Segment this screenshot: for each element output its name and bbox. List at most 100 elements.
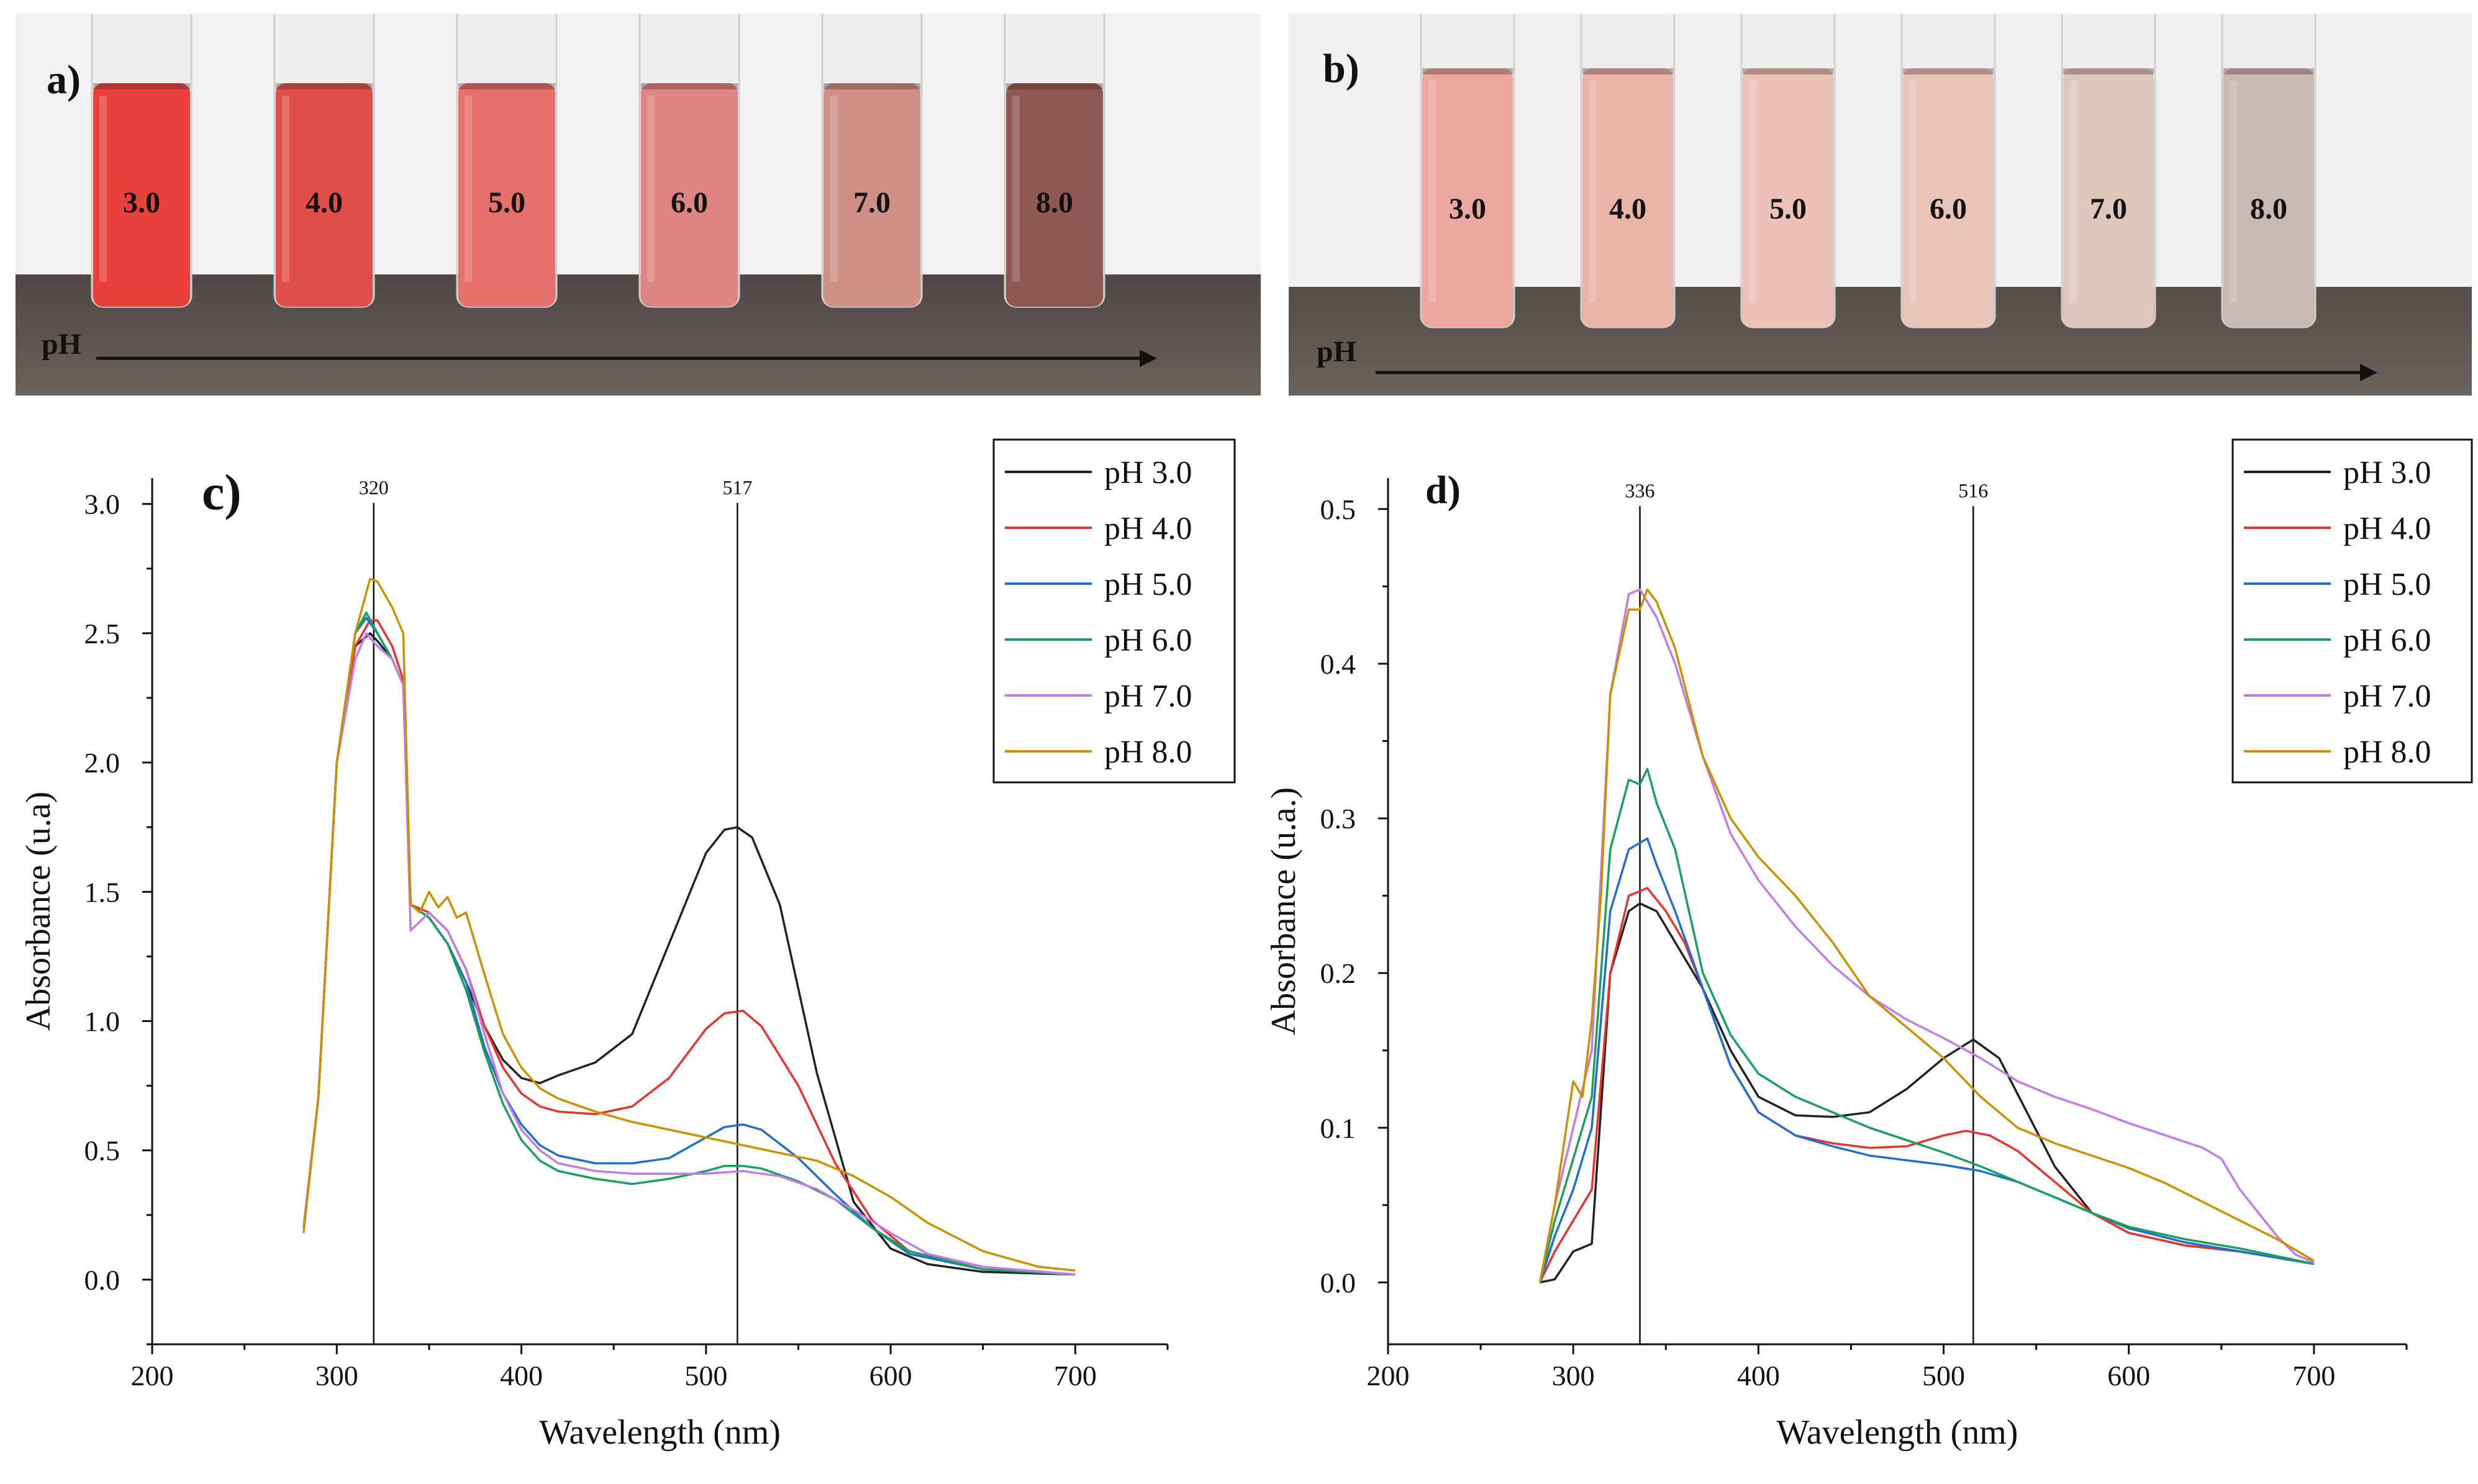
x-axis-label: Wavelength (nm): [539, 1413, 781, 1452]
ph-axis-label: pH: [42, 328, 81, 361]
y-tick-label: 0.2: [1320, 957, 1356, 989]
meniscus: [1422, 68, 1513, 75]
series-line: [302, 617, 1076, 1276]
chart-d: 200 300 400 500 600 700 0.0 0.1 0.2 0.3 0.4 0.5 336 5…: [1264, 438, 2473, 1452]
legend-box: [2231, 438, 2473, 784]
meniscus: [2223, 68, 2314, 75]
y-tick-label: 0.1: [1320, 1112, 1356, 1144]
tube-label: 5.0: [488, 186, 525, 219]
legend-entry: pH 7.0: [1104, 679, 1192, 714]
reference-line-label: 517: [722, 476, 752, 499]
test-tube-solution: [2223, 68, 2314, 327]
x-tick-label: 300: [315, 1360, 358, 1391]
chart-c: 200 300 400 500 600 700 0.0 0.5 1.0 1.5 2.0 2.5 3.0 3…: [19, 438, 1236, 1452]
meniscus: [824, 83, 920, 89]
glass-highlight: [647, 96, 655, 282]
tube-label: 6.0: [1930, 192, 1967, 225]
meniscus: [276, 83, 373, 89]
series-line: [1538, 588, 2315, 1283]
meniscus: [2063, 68, 2154, 75]
glass-highlight: [2230, 81, 2237, 302]
glass-highlight: [1589, 81, 1596, 302]
glass-highlight: [1909, 81, 1917, 302]
legend-entry: pH 6.0: [2343, 623, 2431, 658]
series-line: [302, 632, 1076, 1276]
y-tick-label: 0.3: [1320, 803, 1356, 835]
meniscus: [93, 83, 190, 89]
test-tube-solution: [1422, 68, 1513, 327]
x-tick-label: 700: [2292, 1360, 2335, 1391]
tube-label: 3.0: [1449, 192, 1486, 225]
test-tube-solution: [1582, 68, 1673, 327]
ph-arrow-head: [2360, 364, 2377, 381]
test-tube-solution: [1743, 68, 1833, 327]
meniscus: [1582, 68, 1673, 75]
photo-a-illustration: 3.0 4.0 5.0 6.0 7.0 8.0 a) pH: [16, 14, 1261, 396]
y-tick-label: 1.5: [84, 876, 120, 908]
photo-panel-a: 3.0 4.0 5.0 6.0 7.0 8.0 a) pH: [16, 14, 1261, 396]
test-tube-solution: [1006, 83, 1103, 307]
x-tick-label: 200: [131, 1360, 174, 1391]
test-tube-solution: [641, 83, 738, 307]
meniscus: [1006, 83, 1103, 89]
y-tick-label: 0.0: [84, 1264, 120, 1296]
legend-entry: pH 8.0: [1104, 735, 1192, 770]
reference-line-label: 336: [1625, 479, 1655, 502]
glass-highlight: [1428, 81, 1436, 302]
series-line: [1538, 837, 2315, 1283]
meniscus: [1743, 68, 1833, 75]
tube-label: 8.0: [2250, 192, 2287, 225]
y-tick-label: 3.0: [84, 489, 120, 520]
legend-entry: pH 5.0: [1104, 567, 1192, 602]
ph-arrow-head: [1140, 350, 1157, 367]
photo-b-illustration: 3.0 4.0 5.0 6.0 7.0 8.0 b) pH: [1289, 14, 2472, 396]
panel-label: c): [202, 464, 242, 520]
tube-label: 8.0: [1036, 186, 1073, 219]
glass-highlight: [1749, 81, 1756, 302]
legend-entry: pH 6.0: [1104, 623, 1192, 658]
x-tick-label: 400: [1737, 1360, 1780, 1391]
y-tick-label: 2.5: [84, 618, 120, 649]
glass-highlight: [465, 96, 472, 282]
x-tick-label: 600: [2107, 1360, 2150, 1391]
panel-label: a): [47, 57, 81, 102]
y-tick-label: 1.0: [84, 1005, 120, 1037]
reference-line-label: 320: [359, 476, 389, 499]
y-tick-label: 0.0: [1320, 1267, 1356, 1298]
series-line: [1538, 767, 2315, 1283]
x-tick-label: 500: [1922, 1360, 1965, 1391]
panel-label: d): [1425, 468, 1461, 512]
glass-highlight: [2069, 81, 2077, 302]
series-line: [1538, 588, 2315, 1283]
glass-highlight: [1012, 96, 1020, 282]
tube-label: 4.0: [306, 186, 343, 219]
meniscus: [458, 83, 555, 89]
x-tick-label: 300: [1552, 1360, 1595, 1391]
x-tick-label: 500: [684, 1360, 727, 1391]
glass-highlight: [282, 96, 289, 282]
legend-entry: pH 5.0: [2343, 567, 2431, 602]
legend-entry: pH 3.0: [2343, 455, 2431, 491]
x-tick-label: 400: [500, 1360, 543, 1391]
y-tick-label: 0.5: [1320, 494, 1356, 525]
y-tick-label: 2.0: [84, 747, 120, 779]
series-line: [1538, 887, 2315, 1283]
test-tube-solution: [824, 83, 920, 307]
series-line: [1540, 902, 2315, 1284]
glass-highlight: [99, 96, 107, 282]
x-tick-label: 200: [1367, 1360, 1410, 1391]
photo-panel-b: 3.0 4.0 5.0 6.0 7.0 8.0 b) pH: [1289, 14, 2472, 396]
test-tube-solution: [93, 83, 190, 307]
y-tick-label: 0.5: [84, 1135, 120, 1167]
tube-label: 3.0: [123, 186, 160, 219]
panel-label: b): [1323, 46, 1359, 91]
legend: pH 3.0 pH 4.0 pH 5.0 pH 6.0 pH 7.0 pH 8.0: [992, 438, 1236, 784]
y-axis-label: Absorbance (u.a): [19, 792, 58, 1031]
tube-label: 7.0: [853, 186, 891, 219]
test-tube-solution: [2063, 68, 2154, 327]
series-line: [302, 577, 1076, 1272]
legend: pH 3.0 pH 4.0 pH 5.0 pH 6.0 pH 7.0 pH 8.0: [2231, 438, 2473, 784]
legend-entry: pH 8.0: [2343, 735, 2431, 770]
glass-highlight: [830, 96, 837, 282]
tube-label: 6.0: [671, 186, 708, 219]
